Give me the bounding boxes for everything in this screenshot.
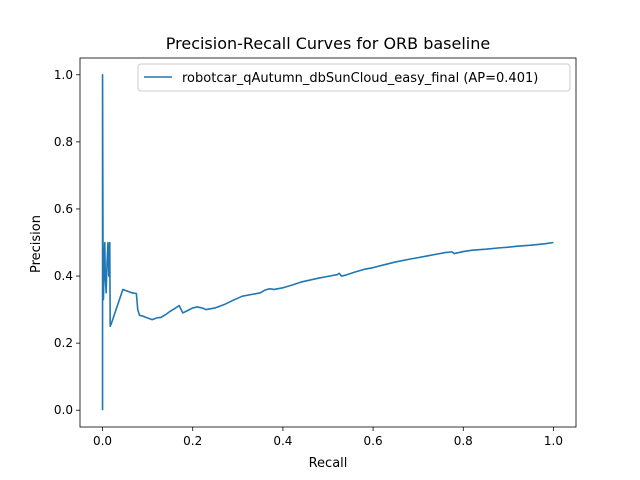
x-tick-label: 0.8 xyxy=(454,434,473,448)
y-axis-label: Precision xyxy=(29,215,44,273)
chart-title: Precision-Recall Curves for ORB baseline xyxy=(166,34,490,53)
x-tick-label: 0.0 xyxy=(93,434,112,448)
x-tick-label: 0.4 xyxy=(273,434,292,448)
y-tick-label: 0.0 xyxy=(54,403,73,417)
x-tick-label: 1.0 xyxy=(544,434,563,448)
series-line-0 xyxy=(101,73,554,411)
y-tick-label: 1.0 xyxy=(54,68,73,82)
x-tick-label: 0.2 xyxy=(183,434,202,448)
y-tick-label: 0.8 xyxy=(54,135,73,149)
legend-label-0: robotcar_qAutumn_dbSunCloud_easy_final (… xyxy=(182,71,538,86)
x-axis-label: Recall xyxy=(309,456,348,471)
x-tick-label: 0.6 xyxy=(364,434,383,448)
y-tick-label: 0.4 xyxy=(54,269,73,283)
y-tick-label: 0.6 xyxy=(54,202,73,216)
y-tick-label: 0.2 xyxy=(54,336,73,350)
plot-area: 0.0 0.2 0.4 0.6 0.8 1.0 0.0 0.2 0.4 0.6 0.8 1.0 robo… xyxy=(54,57,577,448)
legend-box xyxy=(137,63,571,92)
axes-frame xyxy=(79,57,577,428)
